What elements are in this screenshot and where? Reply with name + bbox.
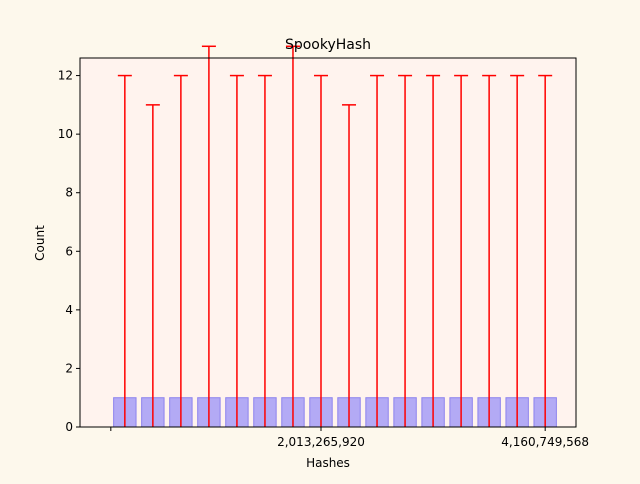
y-axis-label: Count bbox=[33, 225, 47, 261]
x-axis-label: Hashes bbox=[306, 456, 350, 470]
y-axis: 0 2 4 6 8 10 12 bbox=[58, 69, 80, 434]
plot-frame bbox=[79, 57, 577, 428]
error-bars-layer bbox=[117, 45, 553, 427]
plot-area bbox=[80, 58, 576, 427]
y-tick-label: 12 bbox=[58, 69, 73, 83]
y-tick-label: 2 bbox=[65, 361, 73, 375]
y-tick-label: 10 bbox=[58, 127, 73, 141]
y-tick-label: 0 bbox=[65, 420, 73, 434]
chart-title: SpookyHash bbox=[285, 37, 371, 53]
y-tick-label: 4 bbox=[65, 303, 73, 317]
x-tick-label: 2,013,265,920 bbox=[277, 435, 365, 449]
x-axis: 2,013,265,920 4,160,749,568 bbox=[110, 427, 589, 449]
x-tick-label: 4,160,749,568 bbox=[501, 435, 589, 449]
y-tick-label: 8 bbox=[65, 186, 73, 200]
y-tick-label: 6 bbox=[65, 244, 73, 258]
